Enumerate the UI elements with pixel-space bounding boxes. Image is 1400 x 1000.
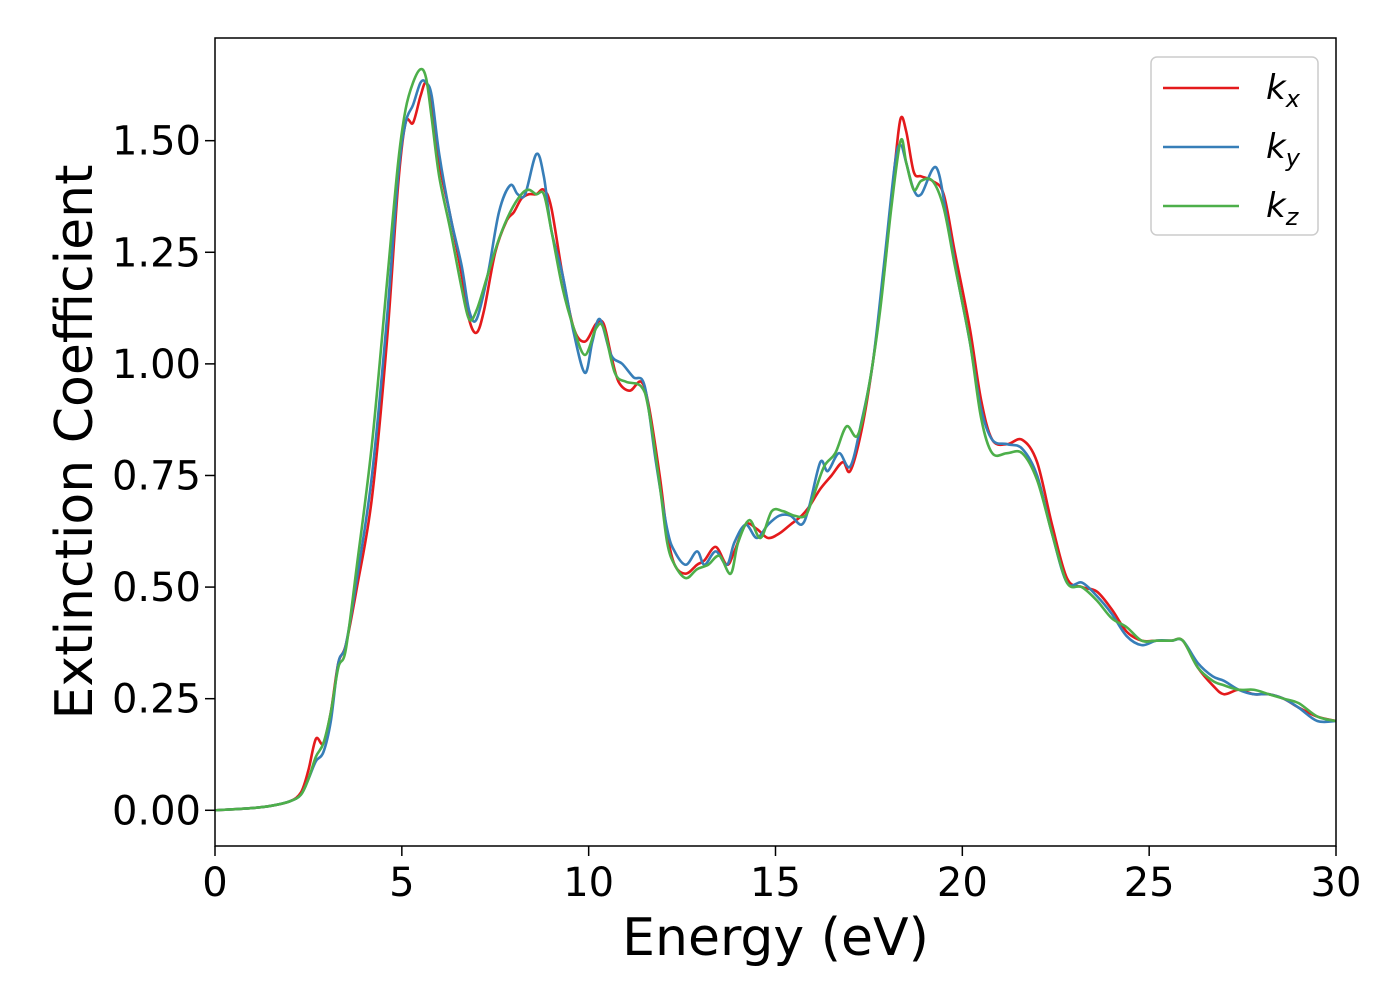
y-tick-label: 1.00 <box>112 342 201 388</box>
y-tick-label: 0.00 <box>112 788 201 834</box>
series-layer <box>215 67 1336 812</box>
legend-entry-kx: kx <box>1266 68 1301 113</box>
y-tick-label: 0.25 <box>112 677 201 723</box>
y-tick-label: 1.50 <box>112 119 201 165</box>
legend-entry-kz: kz <box>1266 186 1300 231</box>
y-axis-title: Extinction Coefficient <box>45 165 105 720</box>
x-axis-title: Energy (eV) <box>622 908 929 968</box>
series-line-kz <box>215 67 1336 812</box>
y-tick-label: 1.25 <box>112 230 201 276</box>
x-tick-label: 15 <box>750 860 801 906</box>
y-tick-label: 0.50 <box>112 565 201 611</box>
x-tick-label: 30 <box>1311 860 1362 906</box>
x-tick-label: 25 <box>1124 860 1175 906</box>
x-tick-label: 0 <box>202 860 227 906</box>
y-tick-label: 0.75 <box>112 453 201 499</box>
x-tick-label: 5 <box>389 860 414 906</box>
x-axis: 0 5 10 15 20 25 30 <box>202 846 1361 906</box>
y-axis: 0.00 0.25 0.50 0.75 1.00 1.25 1.50 <box>112 119 215 834</box>
legend: kx ky kz <box>1150 56 1319 236</box>
x-tick-label: 10 <box>563 860 614 906</box>
legend-entry-ky: ky <box>1266 127 1301 172</box>
x-tick-label: 20 <box>937 860 988 906</box>
